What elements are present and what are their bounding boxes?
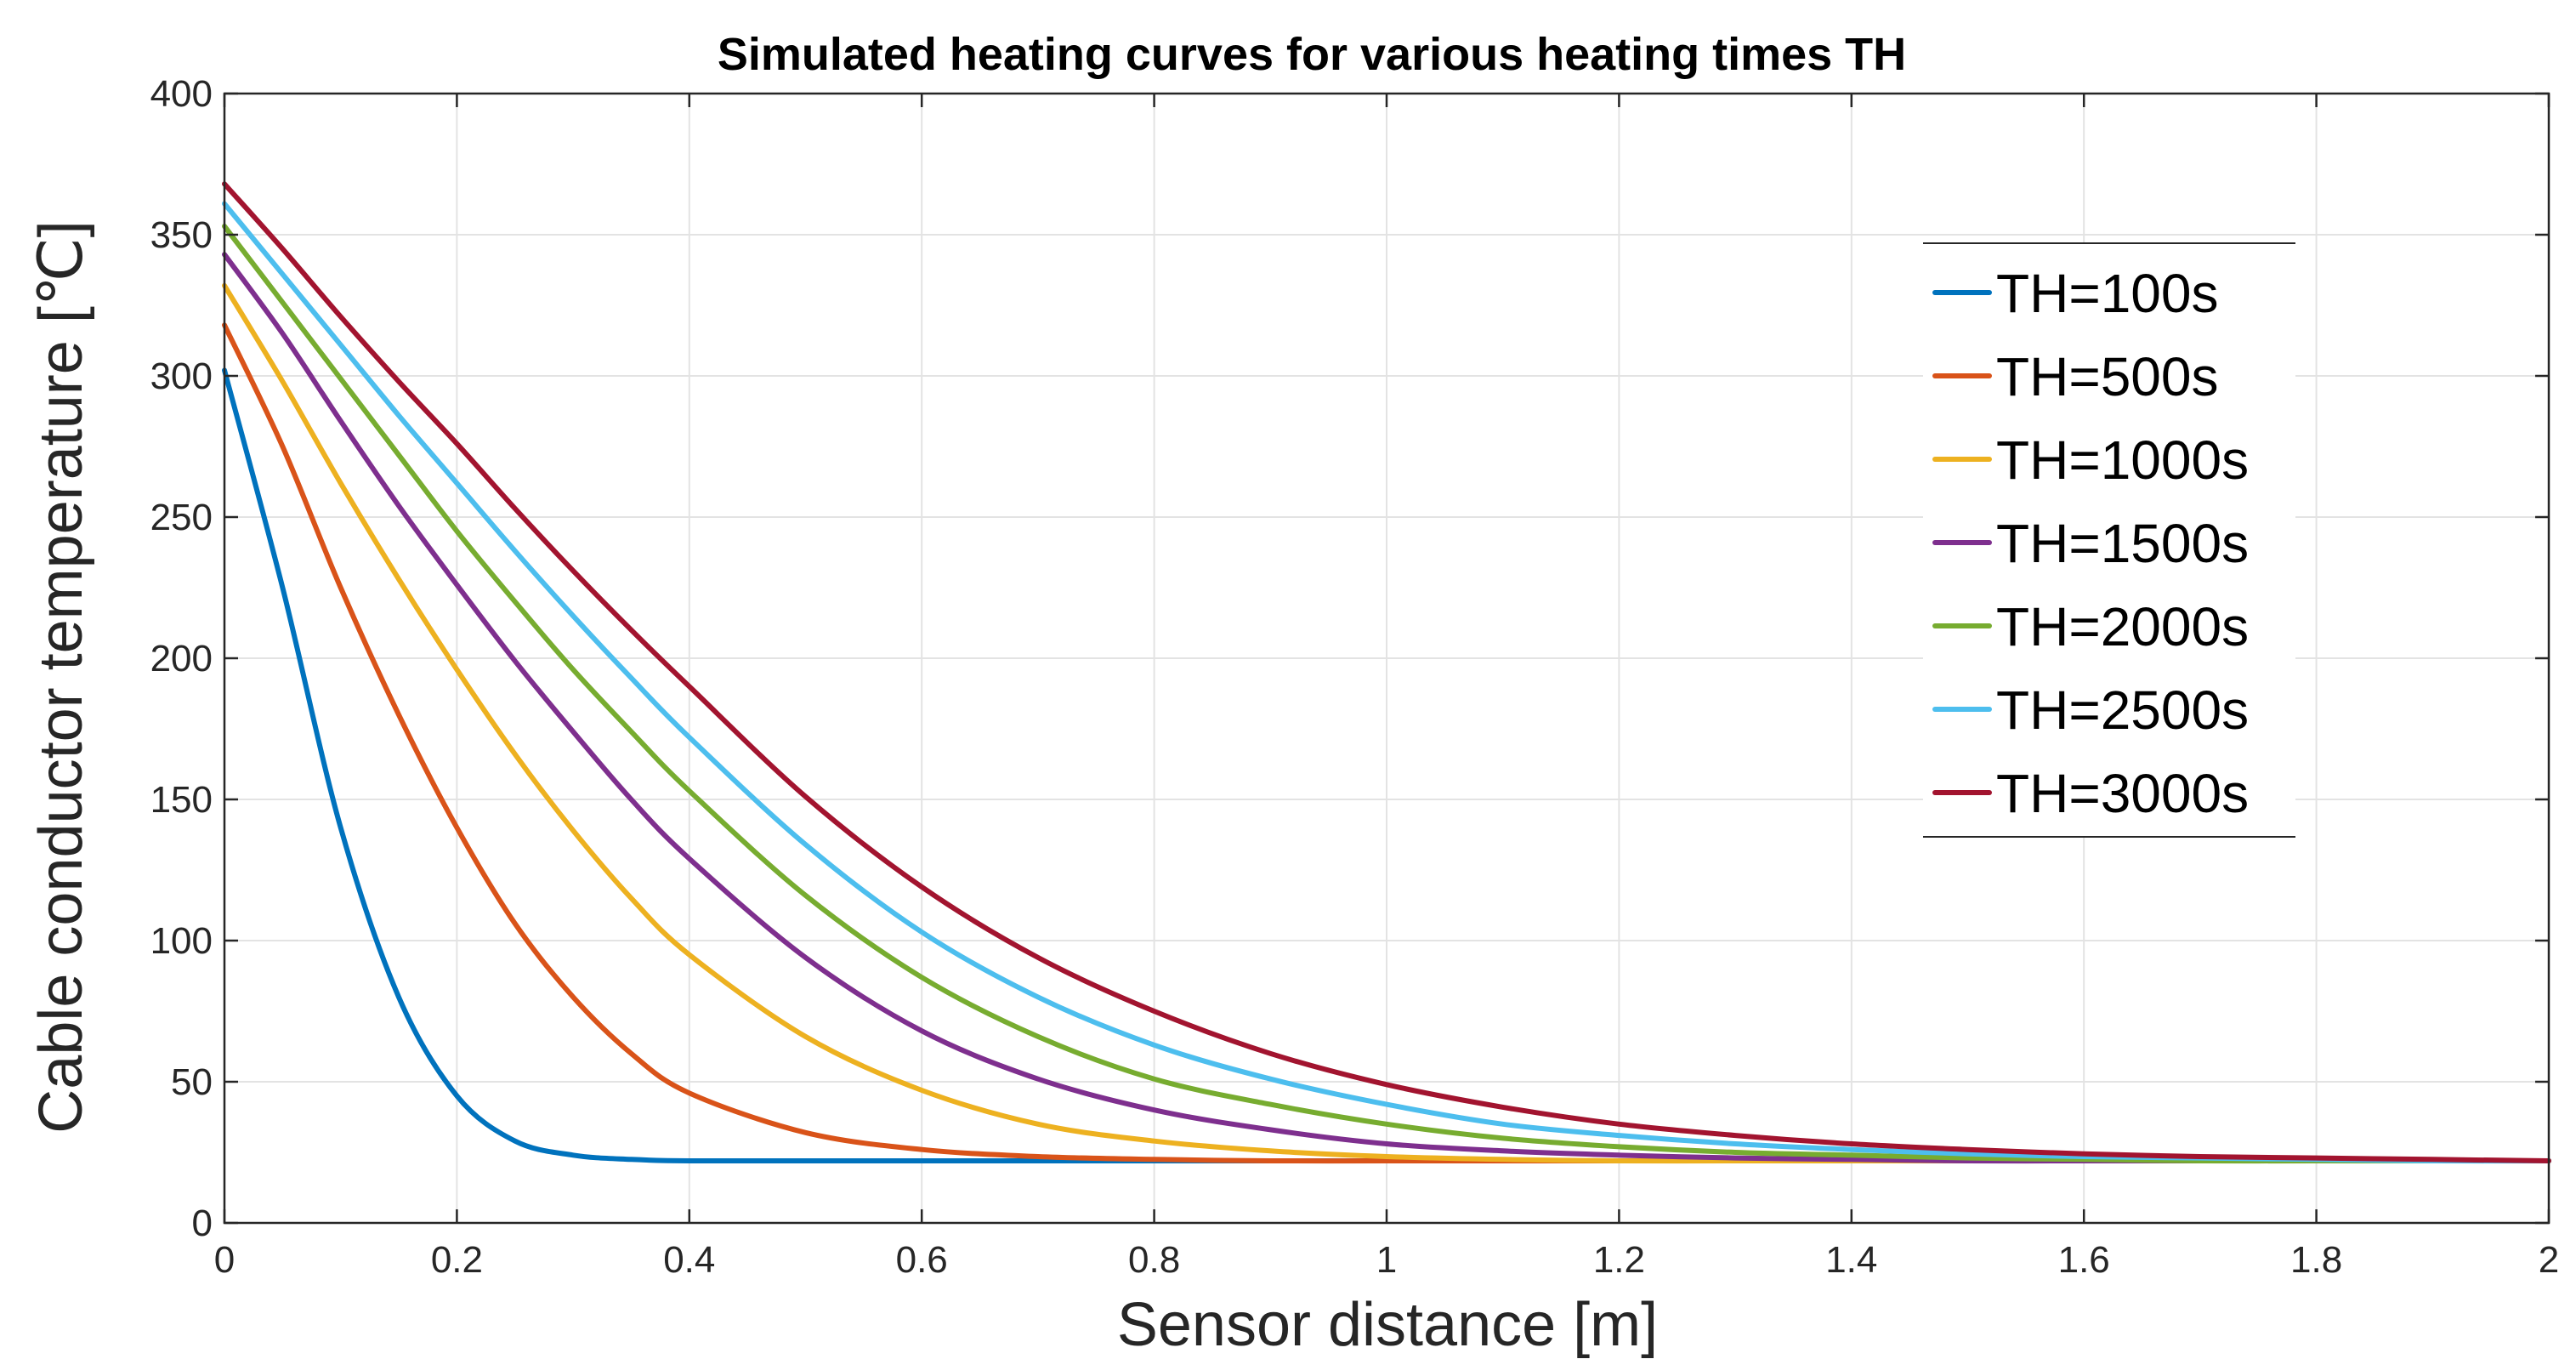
legend: TH=100s TH=500s TH=1000s TH=1500s TH=2000s TH… [1923,242,2295,838]
plot-lines [222,181,2551,1164]
x-tick-label: 0.2 [431,1239,483,1281]
legend-label: TH=2500s [1996,680,2249,741]
y-axis-label: Cable conductor temperature [℃] [27,220,95,1133]
y-tick-label: 50 [171,1061,213,1103]
y-tick-label: 0 [192,1203,213,1244]
x-tick-label: 0.6 [896,1239,948,1281]
y-tick-label: 150 [150,779,213,821]
series-line-5 [222,224,2551,1164]
x-tick-label: 1.2 [1593,1239,1645,1281]
y-tick-label: 350 [150,214,213,256]
legend-label: TH=1000s [1996,429,2249,491]
x-axis-label: Sensor distance [m] [1117,1291,1658,1359]
x-tick-label: 0.8 [1128,1239,1180,1281]
legend-label: TH=2000s [1996,596,2249,657]
chart-title: Simulated heating curves for various hea… [718,29,1906,80]
x-tick-label: 1.4 [1825,1239,1877,1281]
legend-label: TH=100s [1996,263,2218,324]
y-tick-label: 400 [150,73,213,115]
axis-ticks: 0 0.2 0.4 0.6 0.8 1 1.2 1.4 1.6 1.8 2 0 50 100 150 200 2… [150,73,2560,1281]
x-tick-label: 0.4 [663,1239,715,1281]
x-tick-label: 1.8 [2290,1239,2342,1281]
y-tick-label: 250 [150,497,213,538]
y-tick-label: 200 [150,638,213,680]
legend-label: TH=3000s [1996,763,2249,824]
x-tick-label: 1.6 [2058,1239,2110,1281]
y-tick-label: 300 [150,355,213,397]
x-tick-label: 0 [214,1239,235,1281]
series-line-7 [222,181,2551,1163]
x-tick-label: 1 [1376,1239,1397,1281]
y-tick-label: 100 [150,920,213,962]
x-tick-label: 2 [2539,1239,2559,1281]
legend-label: TH=500s [1996,346,2218,407]
series-line-6 [222,201,2551,1164]
legend-label: TH=1500s [1996,513,2249,574]
